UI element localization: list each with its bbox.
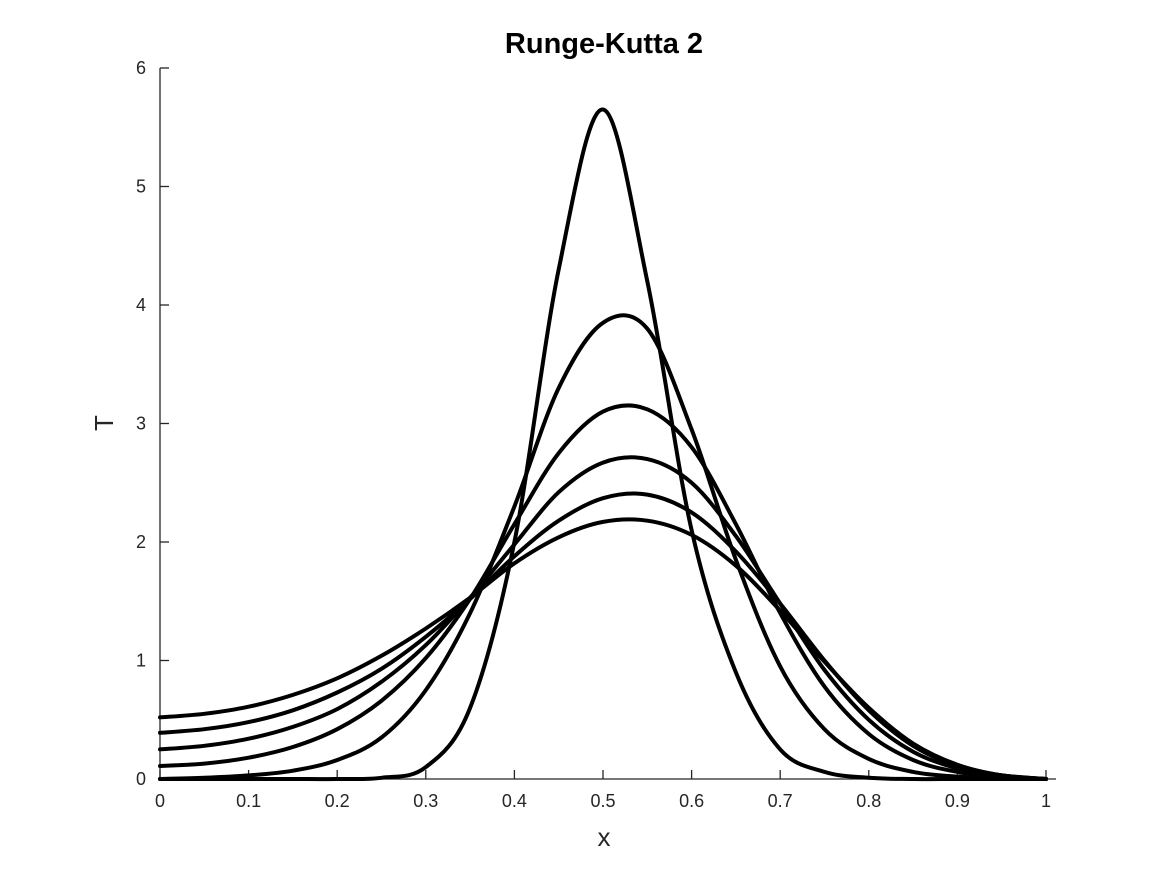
series-line-3: [158, 403, 1048, 781]
series-line-4: [158, 455, 1048, 781]
x-tick-label: 0.3: [413, 791, 438, 811]
x-tick-label: 0.9: [945, 791, 970, 811]
x-axis-title: x: [598, 822, 611, 852]
y-tick-label: 0: [136, 769, 146, 789]
y-tick-label: 2: [136, 532, 146, 552]
x-tick-label: 0.2: [325, 791, 350, 811]
y-axis-title: T: [89, 415, 119, 431]
series-line-2: [158, 313, 1048, 781]
y-tick-label: 6: [136, 58, 146, 78]
x-tick-label: 0.7: [768, 791, 793, 811]
y-tick-label: 4: [136, 295, 146, 315]
x-tick-label: 1: [1041, 791, 1051, 811]
x-tick-label: 0.4: [502, 791, 527, 811]
y-tick-label: 1: [136, 651, 146, 671]
y-tick-label: 5: [136, 177, 146, 197]
chart-title: Runge-Kutta 2: [505, 28, 703, 60]
series-group: [158, 107, 1048, 782]
y-tick-label: 3: [136, 414, 146, 434]
axes: 0 0.1 0.2 0.3 0.4 0.5 0.6 0.7 0.8 0.9 1 0 1 2 3 4 5 6: [136, 58, 1056, 811]
x-tick-label: 0.1: [236, 791, 261, 811]
series-line-1: [158, 107, 1048, 782]
series-line-5: [158, 491, 1048, 781]
x-tick-label: 0.6: [679, 791, 704, 811]
x-tick-label: 0.5: [590, 791, 615, 811]
x-tick-label: 0: [155, 791, 165, 811]
x-tick-label: 0.8: [856, 791, 881, 811]
series-line-6: [158, 517, 1048, 781]
